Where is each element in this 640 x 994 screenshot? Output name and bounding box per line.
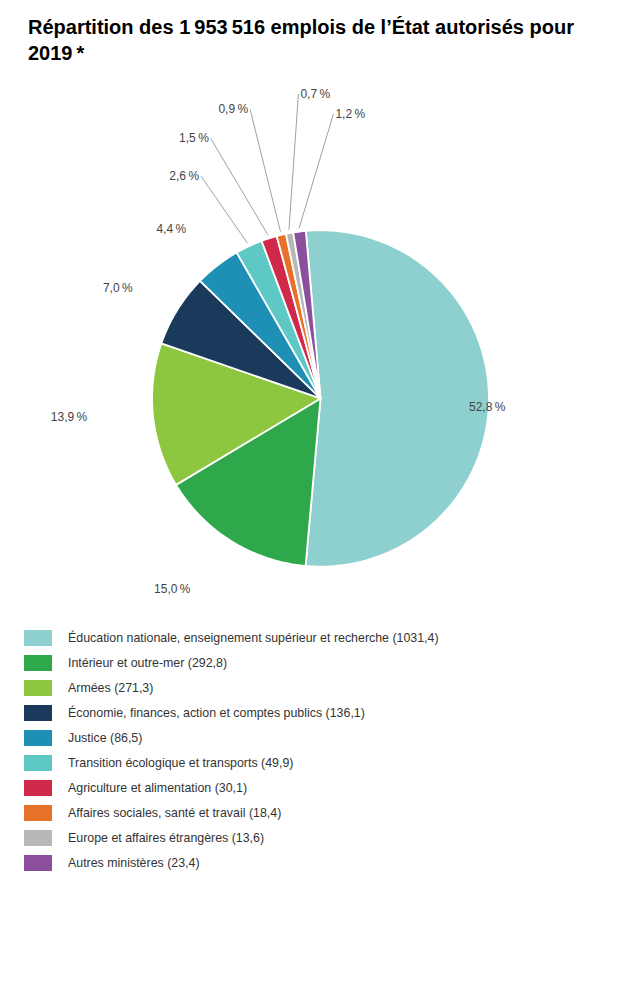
svg-text:1,5 %: 1,5 % — [179, 131, 209, 145]
svg-text:7,0 %: 7,0 % — [103, 281, 133, 295]
svg-text:0,9 %: 0,9 % — [218, 102, 248, 116]
html-text:Autres ministères (23,4): Autres ministères (23,4) — [68, 855, 200, 870]
html-text:Répartition des 1 953 516 empl: Répartition des 1 953 516 emplois de l’É… — [28, 16, 574, 64]
html-text:Économie, finances, action et: Économie, finances, action et comptes pu… — [68, 705, 365, 720]
html-text:Justice (86,5): Justice (86,5) — [68, 730, 143, 745]
html-text:Agriculture et alimentation (3: Agriculture et alimentation (30,1) — [68, 780, 248, 795]
svg-text:0,7 %: 0,7 % — [300, 87, 330, 101]
html-text:Intérieur et outre-mer (292,8): Intérieur et outre-mer (292,8) — [68, 655, 228, 670]
svg-text:52,8 %: 52,8 % — [469, 400, 506, 414]
svg-text:15,0 %: 15,0 % — [154, 582, 191, 596]
html-text:Éducation nationale, enseignem: Éducation nationale, enseignement supéri… — [68, 630, 439, 645]
html-text:Transition écologique et trans: Transition écologique et transports (49,… — [68, 755, 294, 770]
svg-text:1,2 %: 1,2 % — [335, 107, 365, 121]
html-text:Europe et affaires étrangères: Europe et affaires étrangères (13,6) — [68, 830, 265, 845]
svg-text:13,9 %: 13,9 % — [51, 410, 88, 424]
html-text:Affaires sociales, santé et tr: Affaires sociales, santé et travail (18,… — [68, 805, 282, 820]
svg-text:2,6 %: 2,6 % — [169, 169, 199, 183]
html-text:Armées (271,3): Armées (271,3) — [68, 680, 154, 695]
svg-text:4,4 %: 4,4 % — [156, 222, 186, 236]
